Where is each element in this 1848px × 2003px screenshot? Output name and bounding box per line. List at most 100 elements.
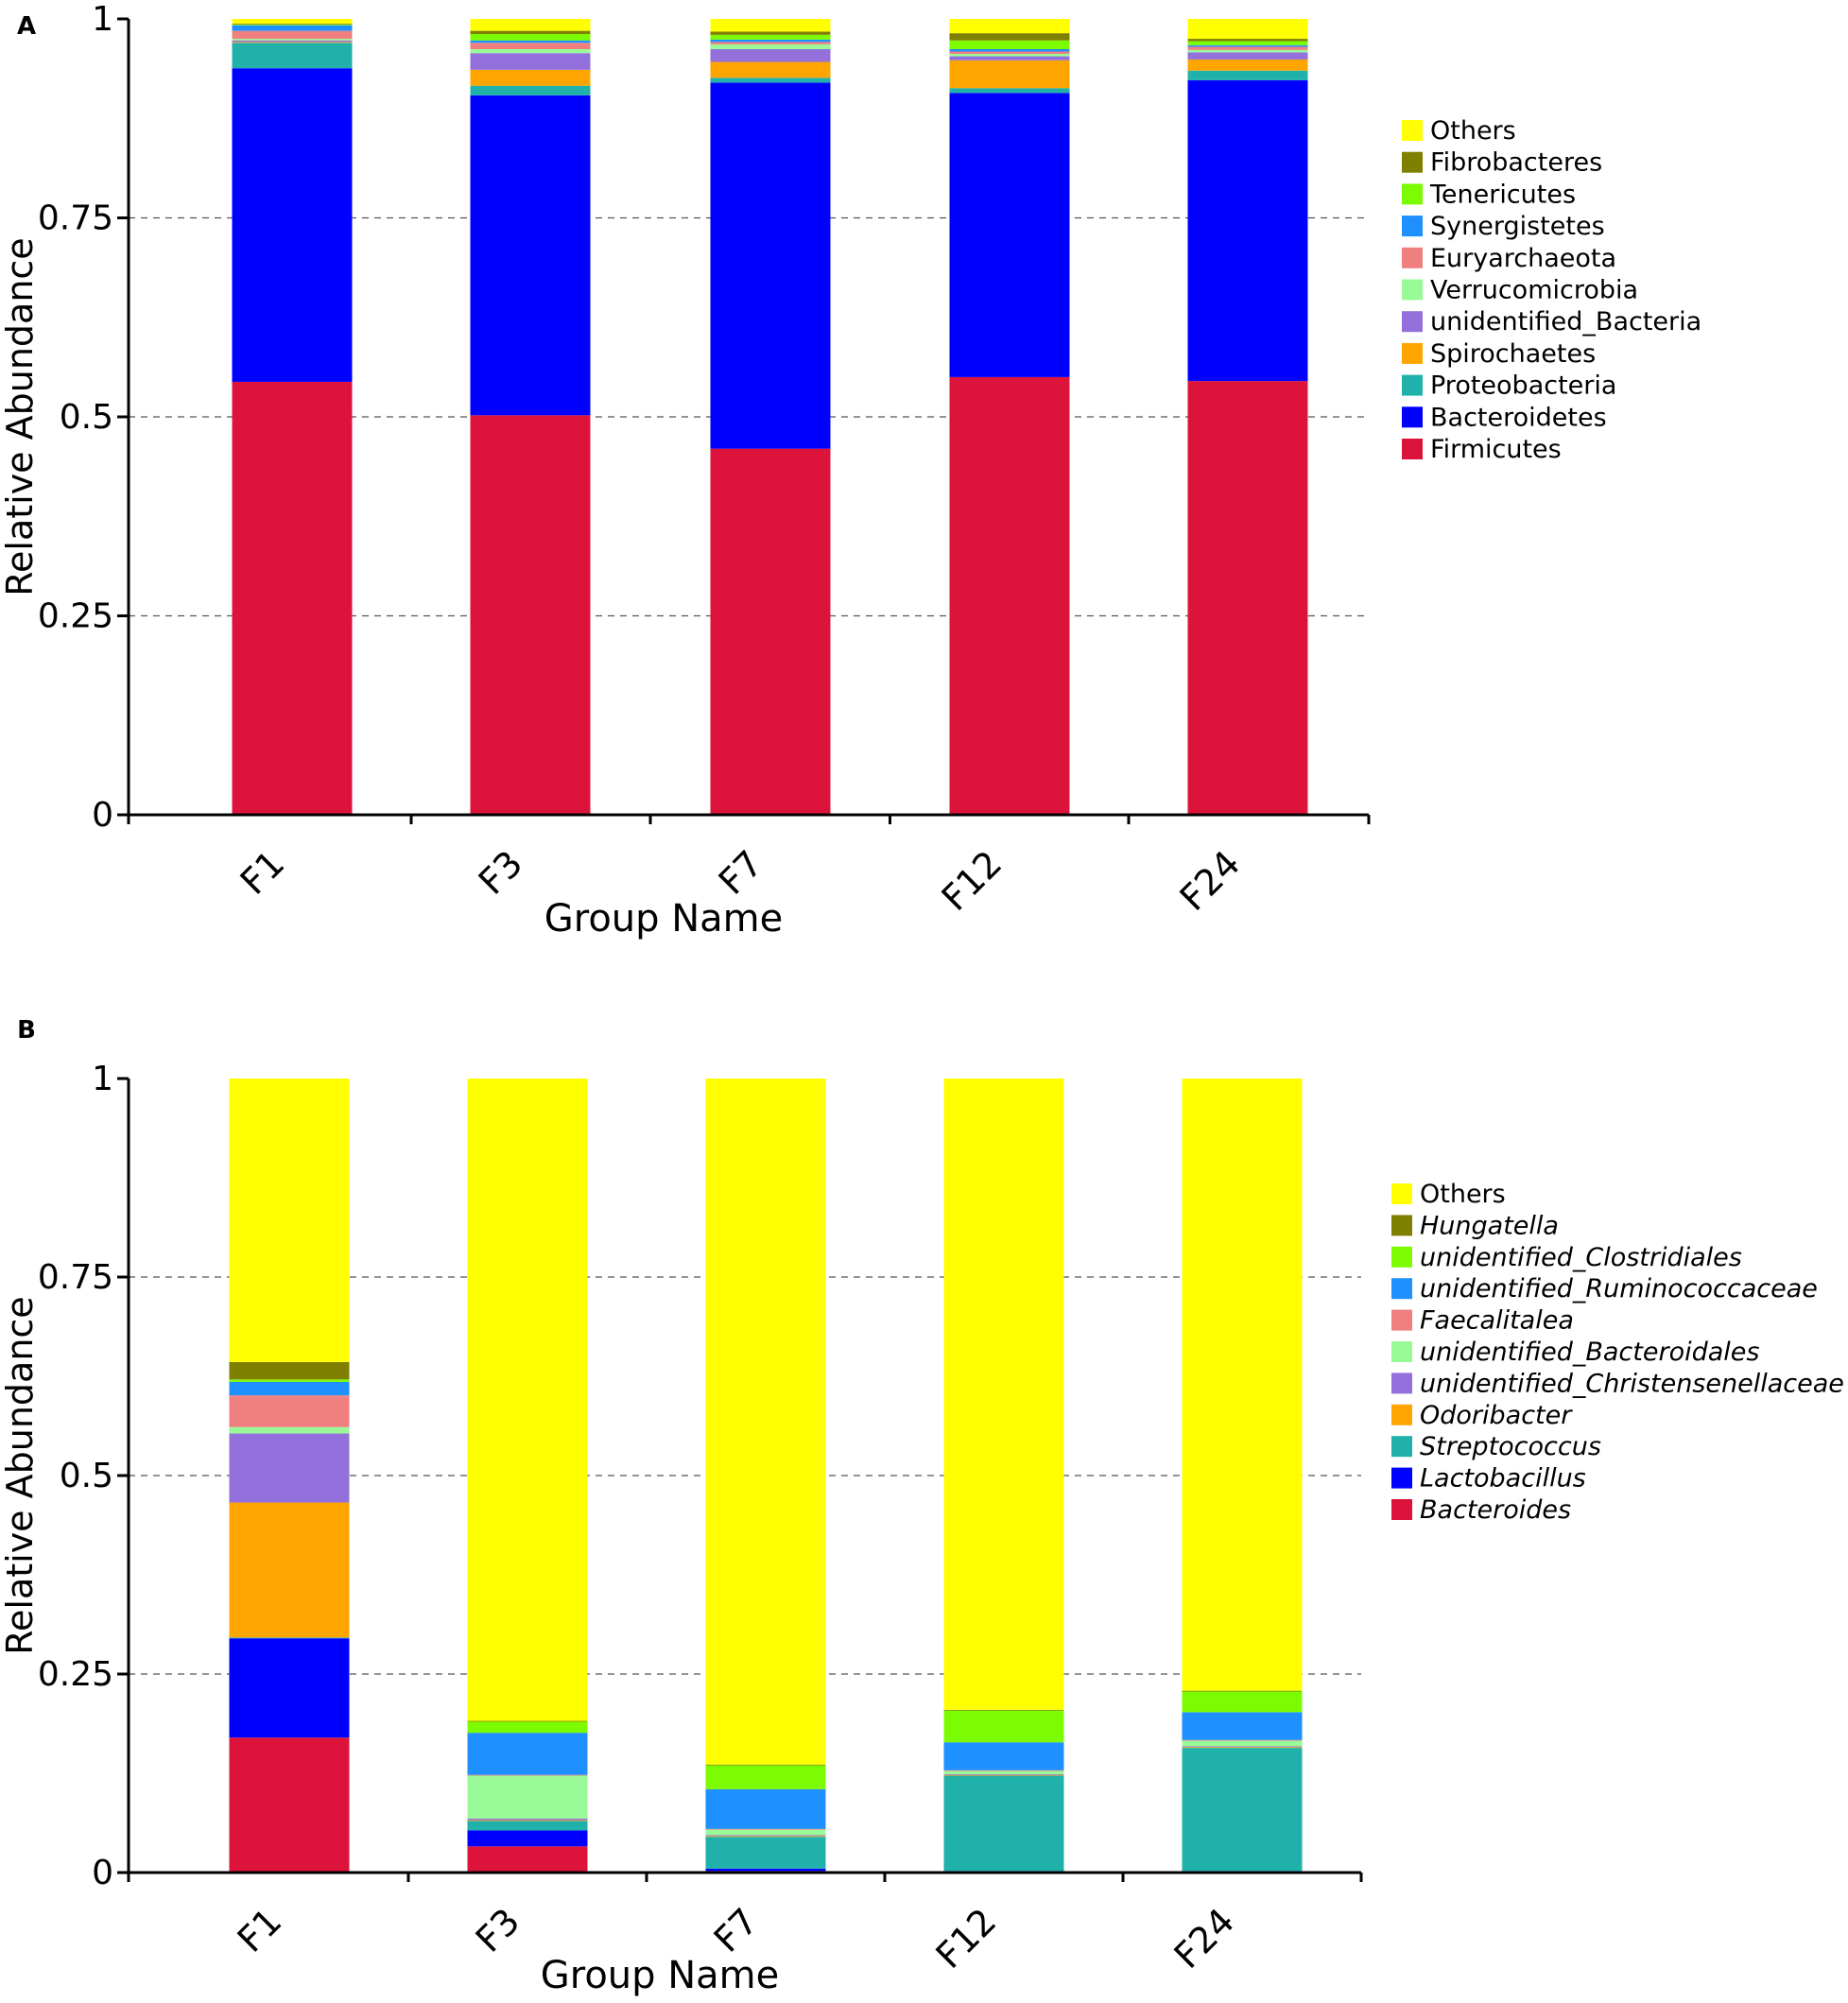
bar-segment-f1-streptococcus [229,1637,350,1639]
bar-segment-f12-unidentified-christensenellaceae [943,1773,1064,1775]
bar-segment-f12-fibrobacteres [949,33,1070,41]
bar-segment-f24-verrucomicrobia [1187,49,1308,53]
legend-swatch [1402,374,1423,396]
legend-swatch [1402,183,1423,205]
legend-label: unidentified_Christensenellaceae [1420,1369,1844,1398]
bar-segment-f12-spirochaetes [949,60,1070,89]
bar-segment-f1-euryarchaeota [232,30,353,40]
bar-segment-f12-proteobacteria [949,88,1070,94]
bar-segment-f24-hungatella [1182,1690,1303,1692]
bar-segment-f1-bacteroides [229,1737,350,1873]
bar-segment-f3-verrucomicrobia [470,48,591,54]
legend-swatch [1402,311,1423,333]
bar-segment-f1-proteobacteria [232,43,353,69]
legend-label: Odoribacter [1420,1401,1573,1430]
bar-segment-f3-bacteroides [467,1846,588,1873]
legend-swatch [1391,1215,1412,1236]
bar-segment-f12-synergistetes [949,48,1070,52]
bar-segment-f3-others [470,19,591,31]
bar-segment-f12-faecalitalea [943,1770,1064,1771]
bar-segment-f7-euryarchaeota [710,42,831,44]
bar-segment-f24-firmicutes [1187,381,1308,815]
legend-label: Synergistetes [1430,212,1605,241]
legend-label: Tenericutes [1429,180,1576,209]
bar-segment-f3-streptococcus [467,1821,588,1831]
bar-segment-f1-unidentified-ruminococcaceae [229,1381,350,1396]
bar-segment-f7-proteobacteria [710,78,831,83]
legend-label: Proteobacteria [1430,371,1616,401]
bar-segment-f1-spirochaetes [232,42,353,43]
legend-swatch [1391,1341,1412,1362]
legend-swatch [1391,1436,1412,1458]
bar-segment-f3-proteobacteria [470,85,591,95]
bar-segment-f7-bacteroidetes [710,82,831,449]
legend-swatch [1402,406,1423,428]
bar-segment-f12-bacteroidetes [949,93,1070,377]
bar-segment-f3-hungatella [467,1720,588,1722]
legend-label: unidentified_Bacteria [1430,307,1701,337]
bar-segment-f12-streptococcus [943,1775,1064,1872]
legend-swatch [1391,1183,1412,1204]
legend-label: Hungatella [1420,1211,1559,1240]
bar-segment-f24-unidentified-ruminococcaceae [1182,1712,1303,1740]
bar-segment-f1-hungatella [229,1361,350,1380]
bar-segment-f3-unidentified-clostridiales [467,1721,588,1734]
legend-label: Faecalitalea [1420,1306,1574,1336]
legend-label: Lactobacillus [1420,1464,1586,1494]
bar-segment-f12-unidentified-bacteria [949,56,1070,60]
y-tick-label: 1 [92,1060,113,1098]
bar-segment-f3-euryarchaeota [470,43,591,49]
bar-segment-f1-faecalitalea [229,1395,350,1427]
bar-segment-f1-tenericutes [232,24,353,26]
bar-segment-f7-others [705,1079,826,1765]
bar-segment-f1-bacteroidetes [232,68,353,382]
bar-segment-f3-faecalitalea [467,1774,588,1776]
bar-segment-f24-unidentified-clostridiales [1182,1691,1303,1713]
panel-label: A [17,12,36,41]
legend-swatch [1402,342,1423,364]
bar-segment-f1-verrucomicrobia [232,39,353,41]
bar-segment-f24-unidentified-bacteria [1187,52,1308,60]
legend-label: Others [1420,1180,1506,1209]
bar-segment-f1-others [229,1079,350,1362]
bar-segment-f24-fibrobacteres [1187,39,1308,42]
x-tick-label: F3 [468,1900,528,1960]
y-tick-label: 0.75 [38,1258,113,1297]
bar-segment-f3-unidentified-ruminococcaceae [467,1733,588,1775]
panel-label: B [17,1016,36,1045]
bar-segment-f3-unidentified-christensenellaceae [467,1818,588,1821]
legend-label: unidentified_Ruminococcaceae [1420,1274,1818,1304]
legend-swatch [1402,216,1423,237]
x-tick-label: F12 [934,842,1010,919]
bar-segment-f7-spirochaetes [710,61,831,78]
bar-segment-f12-unidentified-ruminococcaceae [943,1742,1064,1770]
x-tick-label: F1 [230,1900,290,1960]
bar-segment-f12-others [943,1079,1064,1710]
bar-segment-f3-firmicutes [470,415,591,815]
legend-label: Euryarchaeota [1430,244,1616,273]
y-tick-label: 0.25 [38,597,113,636]
y-axis-title: Relative Abundance [0,1296,41,1654]
bar-segment-f7-unidentified-bacteroidales [705,1829,826,1836]
bar-segment-f24-spirochaetes [1187,59,1308,71]
x-tick-label: F12 [928,1900,1005,1977]
x-tick-label: F24 [1166,1900,1243,1977]
bar-segment-f12-hungatella [943,1709,1064,1711]
bar-segment-f1-unidentified-bacteria [232,40,353,43]
y-tick-label: 0.75 [38,199,113,238]
bar-segment-f1-lactobacillus [229,1638,350,1738]
legend-label: Others [1430,116,1516,146]
bar-segment-f7-lactobacillus [705,1868,826,1872]
bar-segment-f7-odoribacter [705,1836,826,1838]
legend-swatch [1402,439,1423,459]
bar-segment-f7-fibrobacteres [710,31,831,35]
bar-segment-f12-euryarchaeota [949,51,1070,55]
legend-swatch [1402,120,1423,141]
bar-segment-f7-faecalitalea [705,1828,826,1830]
legend-swatch [1391,1309,1412,1331]
legend-label: Bacteroides [1420,1495,1571,1525]
bar-segment-f12-odoribacter [943,1774,1064,1776]
bar-segment-f24-others [1187,19,1308,40]
